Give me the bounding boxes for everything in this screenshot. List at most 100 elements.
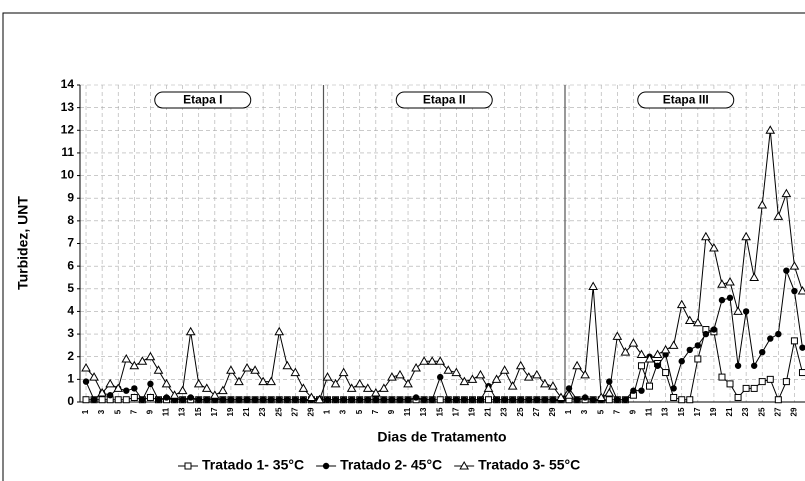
point [243, 396, 251, 403]
point [477, 396, 484, 403]
x-tick-label: 21 [725, 407, 734, 416]
point [733, 306, 743, 315]
x-tick-label: 15 [677, 407, 686, 416]
point [348, 396, 355, 403]
point [654, 362, 661, 369]
point [396, 396, 404, 403]
x-tick-label: 1 [564, 409, 573, 414]
point [742, 308, 750, 315]
point [726, 380, 734, 388]
x-axis-label: Dias de Tratamento [377, 429, 506, 445]
point [122, 396, 130, 404]
x-tick-label: 13 [178, 407, 187, 416]
point [749, 272, 760, 281]
point [218, 385, 228, 395]
point [628, 338, 639, 347]
x-tick-label: 9 [387, 409, 396, 414]
point [475, 369, 486, 379]
point [630, 387, 637, 394]
point [581, 394, 589, 401]
x-tick-label: 5 [355, 409, 364, 414]
point [734, 393, 742, 401]
point [362, 383, 373, 392]
y-tick-label: 6 [67, 258, 74, 272]
point [276, 396, 283, 403]
point [694, 342, 702, 349]
x-tick-label: 17 [693, 407, 702, 416]
point [137, 356, 148, 365]
point [226, 365, 236, 374]
x-tick-label: 15 [435, 407, 444, 416]
point [686, 346, 693, 354]
x-tick-label: 17 [451, 407, 460, 416]
point [105, 378, 116, 388]
point [766, 375, 774, 383]
point [153, 365, 164, 374]
point [652, 349, 663, 358]
point [718, 373, 726, 381]
point [388, 396, 396, 403]
point [332, 396, 339, 403]
point [123, 387, 130, 394]
point [791, 287, 798, 295]
point [436, 396, 444, 404]
y-tick-label: 2 [67, 349, 74, 363]
y-tick-label: 7 [67, 236, 74, 250]
point [177, 385, 188, 395]
x-tick-label: 27 [290, 407, 299, 416]
point [646, 382, 654, 390]
x-tick-label: 3 [339, 409, 348, 414]
point [106, 392, 114, 399]
point [461, 396, 468, 403]
y-tick-label: 12 [61, 122, 75, 136]
point [702, 330, 710, 338]
point [139, 396, 146, 403]
x-tick-label: 25 [516, 407, 525, 416]
point [564, 390, 574, 399]
point [131, 385, 138, 392]
point [638, 387, 645, 394]
point [523, 372, 534, 381]
legend-label: Tratado 2- 45°C [340, 457, 442, 473]
x-tick-label: 25 [274, 407, 283, 416]
point [282, 360, 293, 370]
point [637, 362, 645, 370]
point [284, 396, 291, 403]
x-tick-label: 13 [661, 407, 670, 416]
x-tick-label: 11 [645, 407, 654, 416]
point [734, 362, 742, 369]
point [485, 396, 493, 404]
point [201, 383, 212, 392]
point [670, 393, 678, 401]
point [340, 396, 347, 403]
x-tick-label: 1 [323, 409, 332, 414]
x-tick-label: 27 [532, 407, 541, 416]
point [298, 383, 309, 392]
point [437, 373, 444, 381]
y-tick-label: 10 [61, 168, 75, 182]
point [757, 199, 768, 209]
point [774, 396, 782, 404]
point [548, 381, 558, 390]
point [445, 396, 452, 403]
x-tick-label: 7 [612, 409, 621, 414]
point [428, 396, 436, 403]
stage-label: Etapa II [423, 93, 466, 107]
x-tick-label: 17 [210, 407, 219, 416]
point [789, 261, 800, 270]
point [258, 376, 268, 386]
point [499, 365, 510, 374]
point [775, 330, 782, 338]
point [219, 396, 227, 403]
point [322, 462, 330, 470]
point [113, 383, 124, 392]
point [797, 286, 805, 295]
point [686, 396, 694, 404]
point [129, 360, 140, 370]
point [781, 188, 792, 198]
point [89, 372, 99, 381]
point [501, 396, 508, 403]
point [644, 353, 655, 363]
x-tick-label: 3 [97, 409, 106, 414]
